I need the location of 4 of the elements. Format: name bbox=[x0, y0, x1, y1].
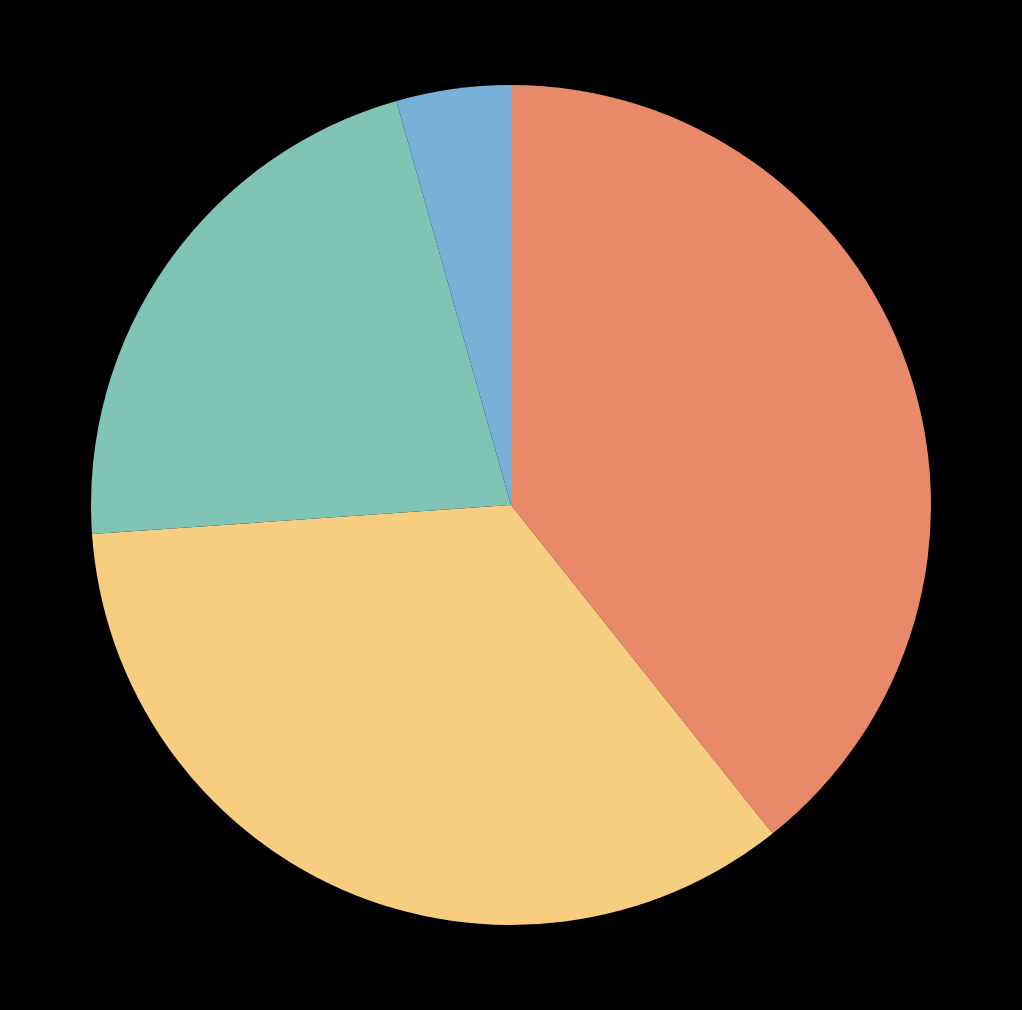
pie-slice bbox=[91, 100, 511, 535]
pie-slice bbox=[396, 85, 511, 505]
pie-slice bbox=[92, 505, 773, 925]
pie-slice bbox=[511, 85, 931, 834]
